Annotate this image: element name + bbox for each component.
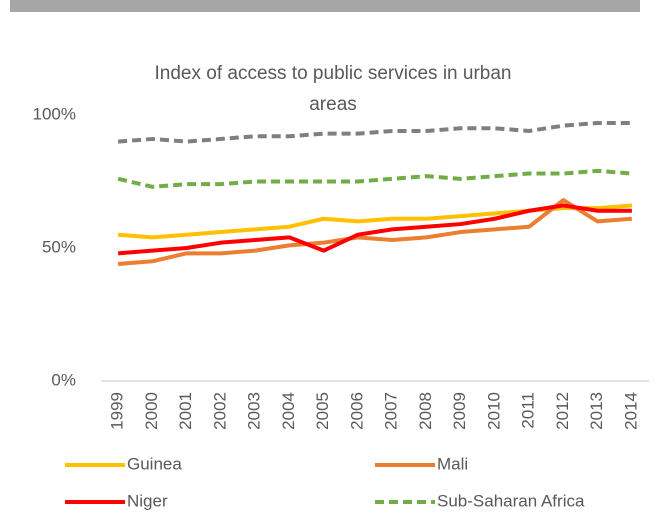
x-tick-label: 2012 (553, 392, 572, 430)
x-tick-label: 2007 (382, 392, 401, 430)
x-tick-label: 2000 (142, 392, 161, 430)
chart-title: Index of access to public services in ur… (154, 63, 512, 115)
x-tick-label: 2004 (279, 392, 298, 430)
line-series (117, 198, 633, 266)
x-tick-label: 2011 (519, 392, 538, 429)
top-bar (10, 0, 640, 12)
x-tick-label: 2001 (176, 392, 195, 430)
x-tick-label: 2006 (347, 392, 366, 430)
y-tick-label: 100% (33, 104, 76, 123)
x-tick-label: 2008 (416, 392, 435, 430)
line-series (117, 120, 632, 144)
legend-label: Mali (437, 454, 468, 473)
y-tick-label: 50% (42, 237, 76, 256)
line-series (117, 203, 632, 256)
x-tick-label: 2009 (450, 392, 469, 430)
legend-label: Niger (127, 491, 168, 510)
x-tick-label: 2002 (210, 392, 229, 430)
y-tick-label: 0% (51, 370, 76, 389)
x-tick-label: 2013 (587, 392, 606, 430)
x-tick-label: 2014 (621, 392, 640, 430)
x-tick-label: 2005 (313, 392, 332, 430)
legend-label: Guinea (127, 454, 182, 473)
line-series (117, 168, 633, 189)
x-tick-label: 1999 (108, 392, 127, 430)
legend-label: Sub-Saharan Africa (437, 491, 585, 510)
x-tick-label: 2010 (484, 392, 503, 430)
x-tick-label: 2003 (245, 392, 264, 430)
